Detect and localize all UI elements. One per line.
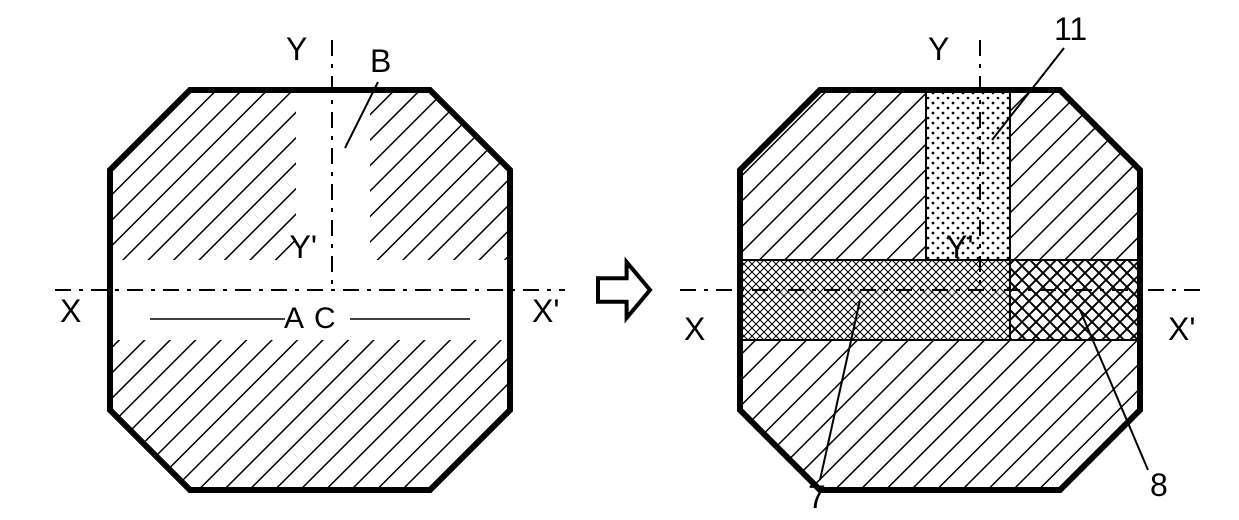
right-label-X: X bbox=[684, 311, 705, 347]
left-label-Xprime: X' bbox=[532, 293, 559, 329]
right-label-Y: Y bbox=[928, 31, 949, 67]
right-label-Yprime: Y' bbox=[946, 229, 973, 265]
left-label-C: C bbox=[314, 302, 336, 335]
right-label-7: 7 bbox=[808, 479, 826, 515]
left-label-Y: Y bbox=[286, 31, 307, 67]
right-region-8 bbox=[1010, 260, 1150, 340]
sequence-arrow bbox=[598, 262, 650, 318]
left-label-Yprime: Y' bbox=[290, 229, 317, 265]
diagram-canvas: Y Y' X X' B AC Y Y' X X' 11 7 8 bbox=[0, 0, 1239, 520]
right-label-11: 11 bbox=[1054, 11, 1087, 47]
left-label-B: B bbox=[370, 43, 391, 79]
left-label-X: X bbox=[60, 293, 81, 329]
left-label-A: A bbox=[284, 302, 304, 335]
right-label-8: 8 bbox=[1150, 467, 1168, 503]
right-region-7 bbox=[730, 260, 1010, 340]
right-label-Xprime: X' bbox=[1168, 311, 1195, 347]
